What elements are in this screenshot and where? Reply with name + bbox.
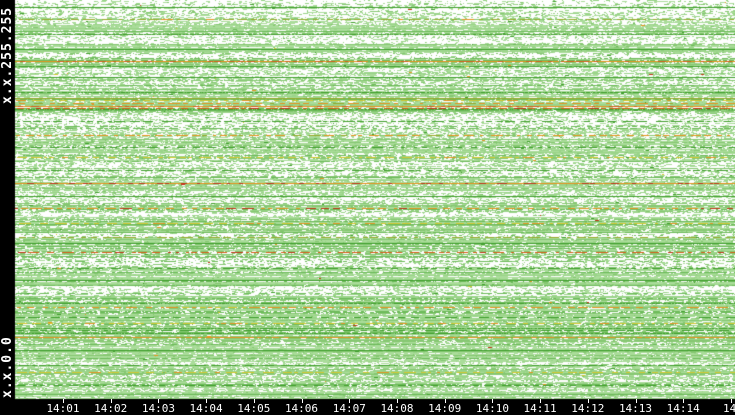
y-axis-label-min: x.x.0.0 <box>0 336 15 398</box>
y-axis-label-max: x.x.255.255 <box>0 6 15 104</box>
